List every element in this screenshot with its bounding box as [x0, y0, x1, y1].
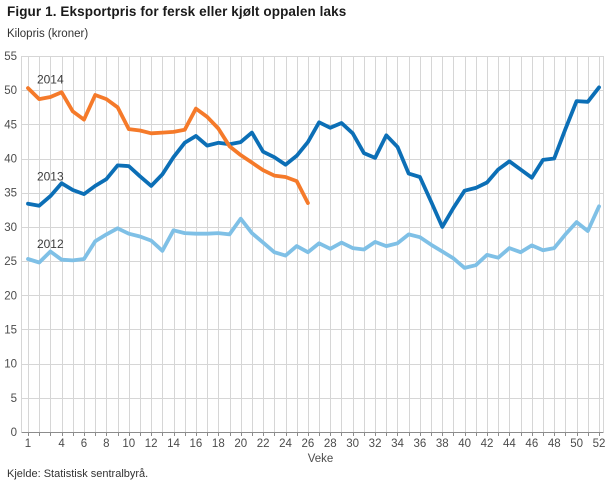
- x-tick-label: 12: [145, 438, 158, 450]
- series-2014-line: [26, 86, 310, 205]
- x-tick-label: 22: [257, 438, 270, 450]
- x-axis-labels: 1 4 6 8 10 12 14 16 18 20 22 24 26 28 30 32 34 36 38 40 42 44…: [25, 438, 606, 465]
- y-tick-label: 15: [4, 324, 17, 336]
- figure-title: Figur 1. Eksportpris for fersk eller kjø…: [7, 4, 347, 19]
- x-tick-label: 14: [167, 438, 180, 450]
- x-tick-label: 32: [369, 438, 382, 450]
- x-tick-label: 48: [548, 438, 561, 450]
- x-tick-label: 4: [58, 438, 65, 450]
- y-tick-label: 25: [4, 256, 17, 268]
- y-tick-label: 40: [4, 154, 17, 166]
- x-tick-label: 52: [593, 438, 606, 450]
- x-tick-label: 16: [190, 438, 203, 450]
- y-axis-unit-label: Kilopris (kroner): [7, 28, 89, 40]
- series-label-2012: 2012: [37, 237, 64, 251]
- x-tick-label: 50: [570, 438, 583, 450]
- y-tick-label: 5: [11, 393, 17, 405]
- x-tick-label: 36: [413, 438, 426, 450]
- x-tick-label: 34: [391, 438, 404, 450]
- y-tick-label: 30: [4, 222, 17, 234]
- x-tick-label: 10: [122, 438, 135, 450]
- x-tick-label: 6: [81, 438, 87, 450]
- y-axis-labels: 0 5 10 15 20 25 30 35 40 45 50 55: [4, 51, 17, 439]
- gridlines: [21, 56, 604, 432]
- x-tick-label: 20: [234, 438, 247, 450]
- y-tick-label: 45: [4, 119, 17, 131]
- x-tick-label: 18: [212, 438, 225, 450]
- y-tick-label: 35: [4, 188, 17, 200]
- x-tick-label: 8: [103, 438, 109, 450]
- x-tick-label: 44: [503, 438, 516, 450]
- y-tick-label: 55: [4, 51, 17, 63]
- series-2012-line: [26, 204, 601, 270]
- series-2013-line: [26, 85, 601, 229]
- x-tick-label: 42: [481, 438, 494, 450]
- x-tick-label: 40: [458, 438, 471, 450]
- x-axis-title: Veke: [308, 453, 334, 465]
- source-note: Kjelde: Statistisk sentralbyrå.: [7, 468, 149, 480]
- y-tick-label: 20: [4, 290, 17, 302]
- x-tick-label: 38: [436, 438, 449, 450]
- series-label-2013: 2013: [37, 169, 64, 183]
- x-axis: [21, 432, 604, 436]
- y-tick-label: 10: [4, 359, 17, 371]
- x-tick-label: 24: [279, 438, 292, 450]
- y-tick-label: 50: [4, 85, 17, 97]
- x-tick-label: 30: [346, 438, 359, 450]
- x-tick-label: 28: [324, 438, 337, 450]
- x-tick-label: 26: [302, 438, 315, 450]
- y-tick-label: 0: [11, 427, 17, 439]
- series-label-2014: 2014: [37, 72, 64, 86]
- x-tick-label: 46: [525, 438, 538, 450]
- x-tick-label: 1: [25, 438, 31, 450]
